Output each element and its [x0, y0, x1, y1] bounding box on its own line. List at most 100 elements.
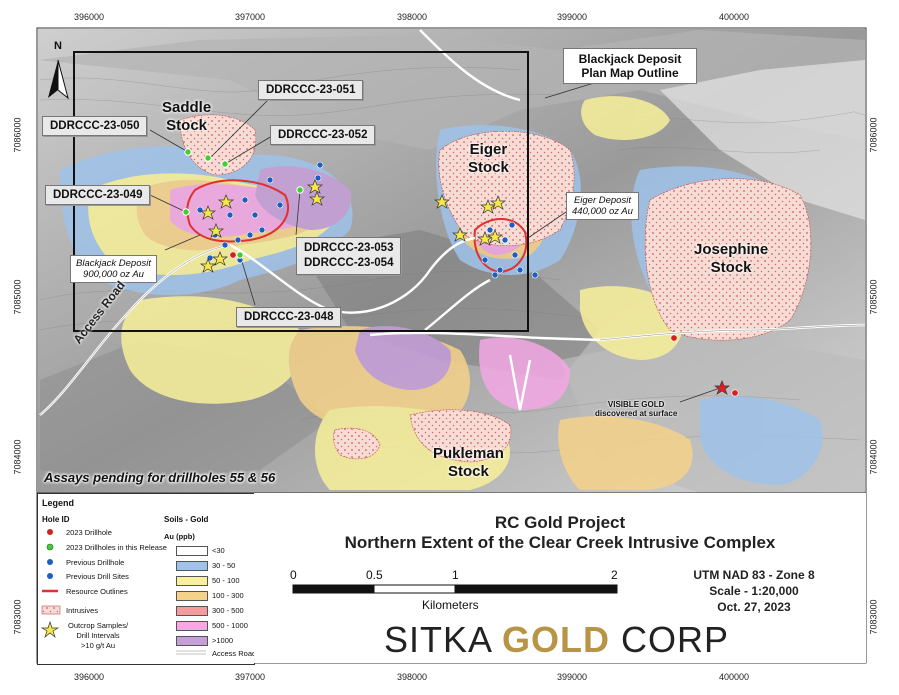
legend-item-intrusives: Intrusives: [66, 606, 99, 615]
scalebar-tick-label: 2: [611, 568, 618, 582]
access-roads-outline: [39, 244, 866, 416]
star-icon: [207, 223, 225, 238]
legend-item-2023-drillhole: 2023 Drillhole: [66, 528, 112, 537]
eiger-deposit-label: Eiger Deposit 440,000 oz Au: [566, 192, 639, 220]
north-arrow-icon: [48, 59, 69, 100]
soil-swatch: [176, 561, 208, 571]
scalebar: [292, 584, 618, 594]
visible-gold-star-icon: [713, 380, 731, 395]
star-icon: [433, 194, 451, 209]
easting-label: 399000: [557, 12, 588, 22]
star-icon: [199, 258, 217, 273]
eiger-stock-label: Eiger Stock: [468, 141, 509, 176]
projection-label: UTM NAD 83 - Zone 8: [693, 568, 815, 582]
scalebar-tick-label: 1: [452, 568, 459, 582]
callout-ddrccc-23-053-054: DDRCCC-23-053 DDRCCC-23-054: [296, 237, 402, 275]
josephine-intrusive: [644, 178, 812, 341]
terrain-ridge: [660, 60, 865, 220]
legend-item-access-roads: Access Roads: [212, 649, 260, 658]
legend-item-outcrop: Outcrop Samples/ Drill Intervals >10 g/t…: [68, 621, 129, 650]
star-icon: [40, 620, 60, 639]
easting-label: 396000: [74, 672, 105, 682]
callout-ddrccc-23-050: DDRCCC-23-050: [42, 116, 148, 136]
star-icon: [211, 251, 229, 266]
blackjack-plan-outline-label: Blackjack Deposit Plan Map Outline: [563, 48, 697, 84]
easting-label: 397000: [235, 672, 266, 682]
easting-label: 400000: [719, 12, 750, 22]
josephine-stock-label: Josephine Stock: [694, 241, 769, 276]
scalebar-tick-label: 0: [290, 568, 297, 582]
soil-class-label: 50 - 100: [212, 576, 240, 585]
star-icon: [489, 195, 507, 210]
legend: Legend Hole ID 2023 Drillhole 2023 Drill…: [37, 493, 260, 665]
scalebar-unit: Kilometers: [422, 598, 479, 612]
eiger-intrusive: [438, 131, 575, 246]
soils-header: Soils - Gold: [164, 515, 209, 524]
callout-ddrccc-23-049: DDRCCC-23-049: [45, 185, 151, 205]
project-title: RC Gold Project: [494, 513, 626, 532]
soil-swatch: [176, 606, 208, 616]
star-icon: [486, 229, 504, 244]
star-icon: [199, 205, 217, 220]
soil-class-label: 300 - 500: [212, 606, 244, 615]
star-icon: [479, 199, 497, 214]
blue-dot-icon: [47, 573, 53, 579]
intrusive-polygons: [179, 114, 812, 463]
date-label: Oct. 27, 2023: [717, 600, 791, 614]
star-icon: [451, 227, 469, 242]
star-icon: [306, 179, 324, 194]
saddle-stock-label: Saddle Stock: [162, 99, 212, 134]
red-dot-icon: [47, 529, 53, 535]
star-icon: [308, 191, 326, 206]
eiger-resource-outline: [473, 218, 528, 274]
drillholes-2023: [229, 251, 739, 397]
logo-part-3: CORP: [610, 619, 730, 660]
callout-ddrccc-23-048: DDRCCC-23-048: [236, 307, 342, 327]
intrusive-swatch-icon: [41, 605, 61, 615]
easting-label: 399000: [557, 672, 588, 682]
callout-ddrccc-23-051: DDRCCC-23-051: [258, 80, 364, 100]
blue-dot-icon: [47, 559, 53, 565]
pukleman-intrusive-2: [333, 427, 381, 460]
visible-gold-label: VISIBLE GOLD discovered at surface: [595, 400, 678, 418]
scalebar-tick-label: 0.5: [366, 568, 383, 582]
access-road-swatch: [176, 650, 206, 655]
easting-label: 400000: [719, 672, 750, 682]
logo-part-2: GOLD: [502, 619, 611, 660]
assays-pending-note: Assays pending for drillholes 55 & 56: [44, 470, 276, 485]
legend-item-resource-outlines: Resource Outlines: [66, 587, 128, 596]
soil-class-label: <30: [212, 546, 225, 555]
legend-symbols: [40, 529, 61, 639]
easting-label: 397000: [235, 12, 266, 22]
project-subtitle: Northern Extent of the Clear Creek Intru…: [344, 533, 776, 552]
previous-drillholes: [196, 161, 539, 279]
north-arrow-label: N: [54, 40, 62, 52]
scale-label: Scale - 1:20,000: [709, 584, 799, 598]
soil-swatch: [176, 591, 208, 601]
easting-label: 398000: [397, 12, 428, 22]
soil-swatch: [176, 576, 208, 586]
blackjack-resource-outline: [186, 179, 290, 243]
soil-class-label: 30 - 50: [212, 561, 236, 570]
soil-swatch: [176, 546, 208, 556]
hole-id-header: Hole ID: [42, 515, 70, 524]
release-drillholes: [182, 148, 304, 259]
legend-item-previous-drillhole: Previous Drillhole: [66, 558, 125, 567]
soil-class-label: >1000: [212, 636, 234, 645]
legend-title: Legend: [42, 498, 75, 508]
blackjack-deposit-label: Blackjack Deposit 900,000 oz Au: [70, 255, 157, 283]
soil-swatch: [176, 621, 208, 631]
title-block: RC Gold Project Northern Extent of the C…: [254, 493, 866, 663]
legend-item-release: 2023 Drillholes in this Release: [66, 543, 167, 552]
green-dot-icon: [46, 543, 54, 551]
pukleman-stock-label: Pukleman Stock: [433, 445, 504, 480]
company-logo: SITKA GOLD CORP: [384, 619, 729, 661]
soil-class-label: 500 - 1000: [212, 621, 248, 630]
logo-part-1: SITKA: [384, 619, 503, 660]
saddle-intrusive: [179, 114, 257, 176]
easting-label: 398000: [397, 672, 428, 682]
legend-item-previous-sites: Previous Drill Sites: [66, 572, 129, 581]
soil-class-label: 100 - 300: [212, 591, 244, 600]
